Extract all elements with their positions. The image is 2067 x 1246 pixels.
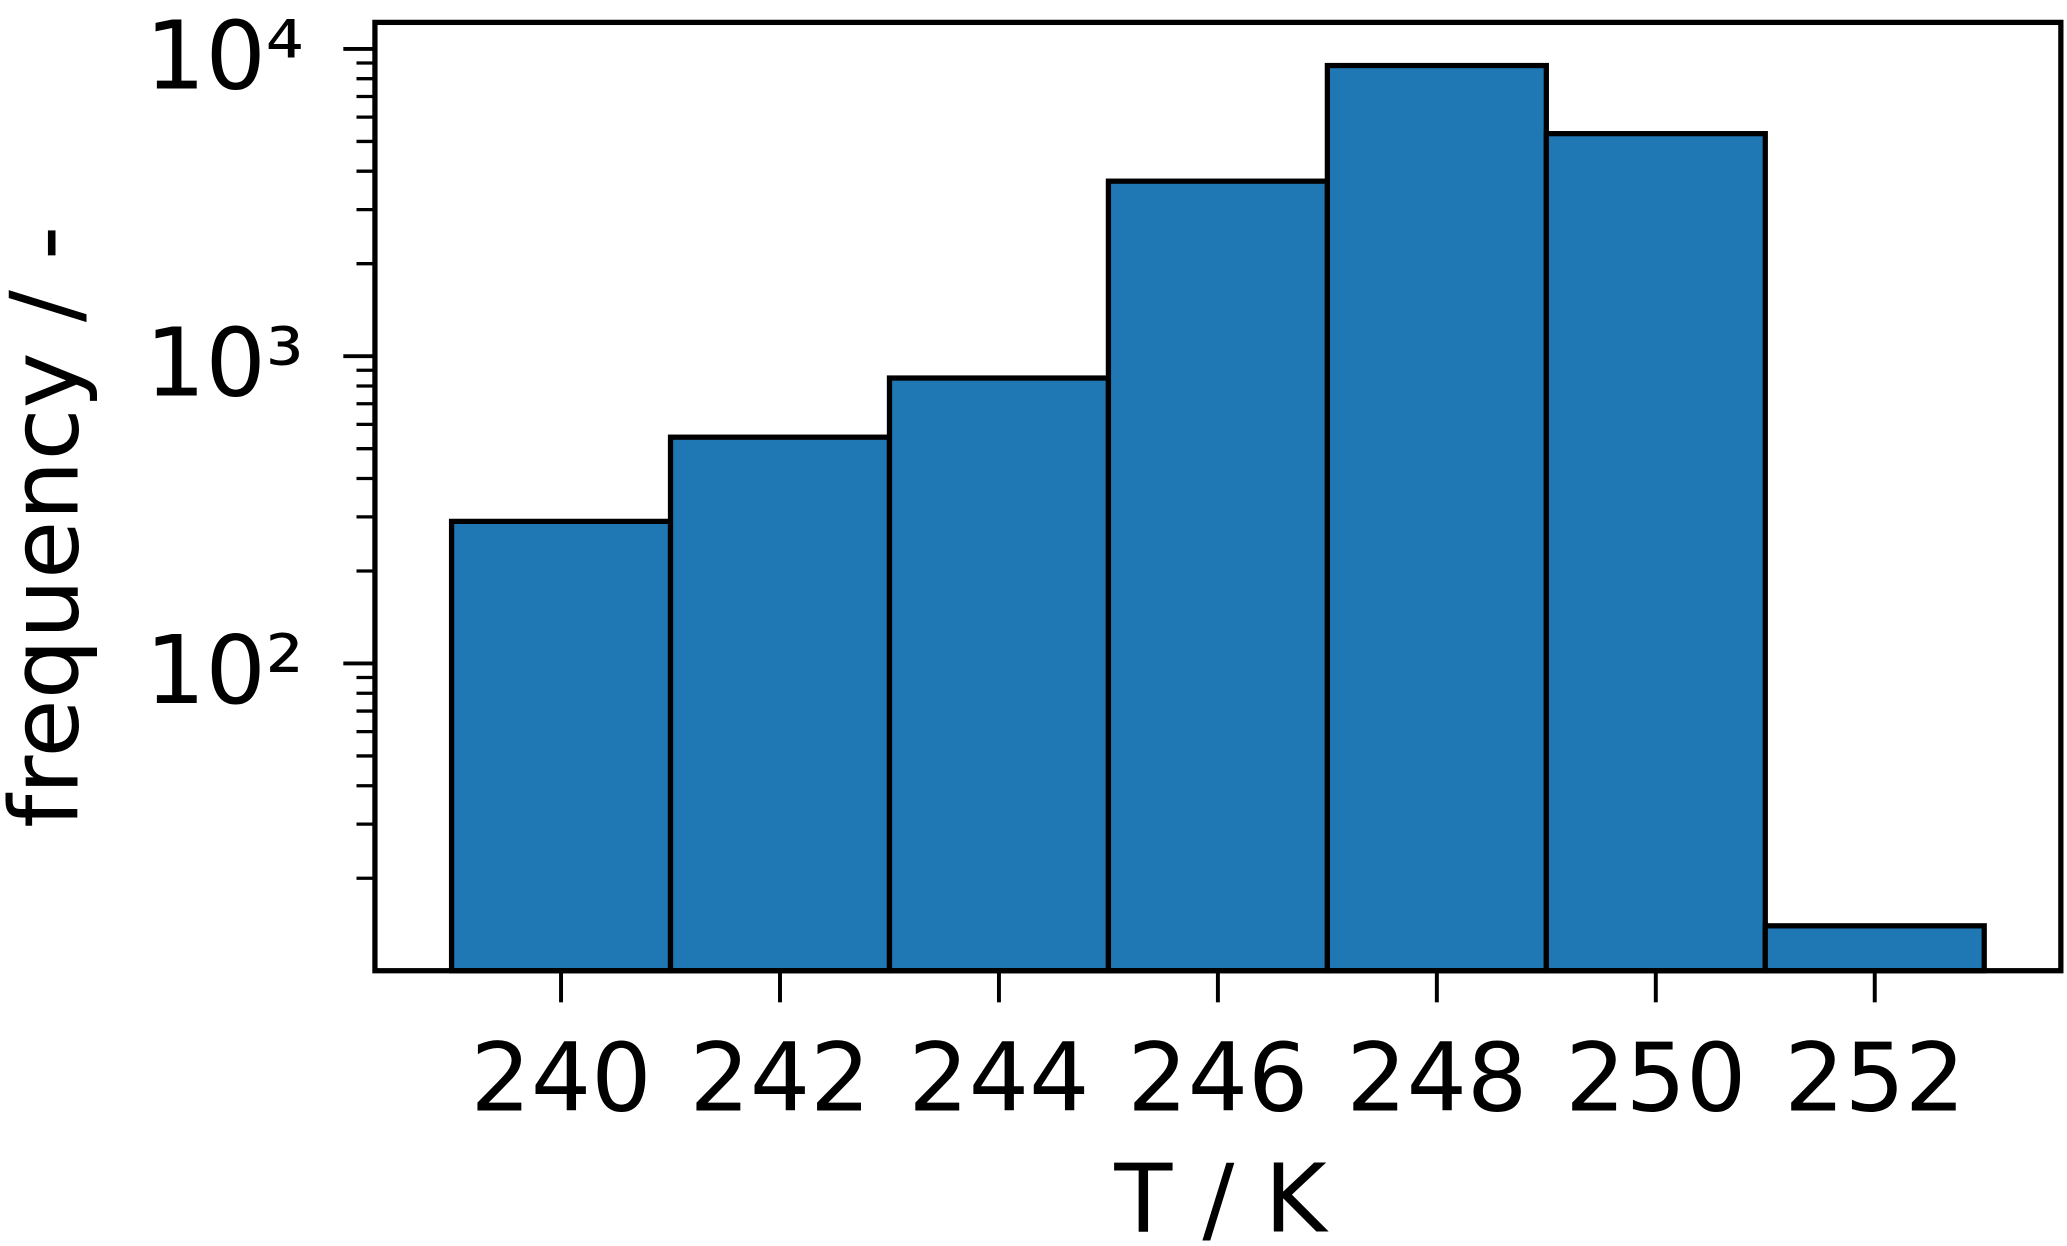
bar	[1543, 131, 1768, 974]
bar	[886, 375, 1112, 974]
y-axis-label: frequency / -	[0, 226, 100, 828]
x-tick-label: 240	[471, 1023, 652, 1133]
y-tick-label: 10⁴	[145, 1, 304, 111]
bar	[448, 518, 674, 974]
bar	[1762, 923, 1987, 974]
x-tick-label: 252	[1784, 1023, 1965, 1133]
x-axis-label: T / K	[1113, 1145, 1329, 1246]
x-tick-label: 248	[1346, 1023, 1527, 1133]
x-tick-label: 244	[908, 1023, 1089, 1133]
bar	[667, 434, 893, 974]
y-tick-label: 10²	[145, 616, 304, 726]
x-tick-label: 250	[1565, 1023, 1746, 1133]
bar	[1105, 178, 1331, 974]
x-tick-label: 246	[1127, 1023, 1308, 1133]
x-tick-label: 242	[689, 1023, 870, 1133]
y-tick-label: 10³	[145, 309, 304, 419]
bar	[1324, 62, 1549, 974]
